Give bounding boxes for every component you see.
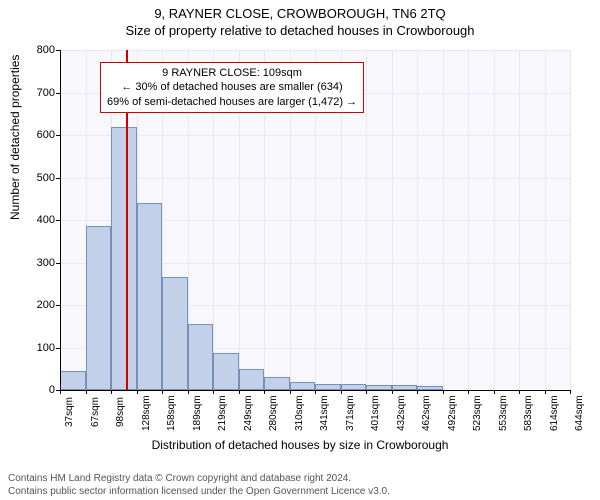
x-tick-label: 67sqm (90, 397, 101, 431)
x-tick (111, 390, 112, 394)
histogram-bar (188, 324, 214, 390)
x-tick-label: 462sqm (421, 397, 432, 431)
x-tick (341, 390, 342, 394)
y-tick (56, 305, 60, 306)
x-tick-label: 432sqm (396, 397, 407, 431)
x-tick (290, 390, 291, 394)
grid-line-v (443, 50, 444, 390)
x-tick (468, 390, 469, 394)
histogram-bar (290, 382, 316, 391)
x-tick-label: 614sqm (549, 397, 560, 431)
y-tick (56, 348, 60, 349)
x-tick (545, 390, 546, 394)
x-tick-label: 37sqm (64, 397, 75, 431)
histogram-bar (86, 226, 112, 390)
info-box-line2: ← 30% of detached houses are smaller (63… (107, 80, 357, 94)
x-tick-label: 583sqm (523, 397, 534, 431)
x-tick (137, 390, 138, 394)
histogram-bar (239, 369, 265, 390)
grid-line-v (545, 50, 546, 390)
y-tick-label: 800 (15, 44, 55, 56)
x-tick (86, 390, 87, 394)
info-box-line1: 9 RAYNER CLOSE: 109sqm (107, 66, 357, 80)
y-tick (56, 93, 60, 94)
grid-line-v (570, 50, 571, 390)
histogram-bar (213, 353, 239, 390)
x-tick-label: 189sqm (192, 397, 203, 431)
x-tick-label: 310sqm (294, 397, 305, 431)
grid-line-v (519, 50, 520, 390)
x-tick (188, 390, 189, 394)
histogram-bar (60, 371, 86, 390)
footer: Contains HM Land Registry data © Crown c… (0, 473, 600, 498)
y-tick (56, 135, 60, 136)
x-tick-label: 98sqm (115, 397, 126, 431)
x-tick-label: 219sqm (217, 397, 228, 431)
x-tick-label: 128sqm (141, 397, 152, 431)
x-tick (443, 390, 444, 394)
grid-line-v (494, 50, 495, 390)
x-tick-label: 249sqm (243, 397, 254, 431)
x-tick (213, 390, 214, 394)
histogram-bar (137, 203, 163, 390)
y-tick-label: 600 (15, 129, 55, 141)
y-tick (56, 263, 60, 264)
y-tick-label: 200 (15, 299, 55, 311)
x-tick-label: 280sqm (268, 397, 279, 431)
footer-line2: Contains public sector information licen… (8, 486, 592, 499)
x-tick (417, 390, 418, 394)
y-tick-label: 500 (15, 172, 55, 184)
grid-line-v (468, 50, 469, 390)
chart-subtitle: Size of property relative to detached ho… (0, 21, 600, 38)
x-tick (570, 390, 571, 394)
y-tick-label: 400 (15, 214, 55, 226)
y-tick-label: 100 (15, 342, 55, 354)
x-tick-label: 401sqm (370, 397, 381, 431)
info-box: 9 RAYNER CLOSE: 109sqm ← 30% of detached… (100, 62, 364, 113)
x-tick-label: 371sqm (345, 397, 356, 431)
x-tick (392, 390, 393, 394)
y-tick-label: 700 (15, 87, 55, 99)
x-tick (315, 390, 316, 394)
histogram-bar (162, 277, 188, 390)
chart-container: 9, RAYNER CLOSE, CROWBOROUGH, TN6 2TQ Si… (0, 0, 600, 500)
y-tick (56, 220, 60, 221)
x-tick (60, 390, 61, 394)
info-box-line3: 69% of semi-detached houses are larger (… (107, 95, 357, 109)
x-tick-label: 492sqm (447, 397, 458, 431)
grid-line-v (392, 50, 393, 390)
grid-line-v (417, 50, 418, 390)
x-tick-label: 158sqm (166, 397, 177, 431)
histogram-bar (264, 377, 290, 390)
y-tick-label: 300 (15, 257, 55, 269)
x-tick (162, 390, 163, 394)
x-tick (494, 390, 495, 394)
x-tick (239, 390, 240, 394)
x-tick (264, 390, 265, 394)
y-tick (56, 178, 60, 179)
y-tick-label: 0 (15, 384, 55, 396)
y-axis (60, 50, 61, 390)
histogram-bar (111, 127, 137, 391)
x-tick (366, 390, 367, 394)
x-tick (519, 390, 520, 394)
x-axis-label: Distribution of detached houses by size … (0, 438, 600, 452)
x-tick-label: 644sqm (574, 397, 585, 431)
grid-line-v (366, 50, 367, 390)
x-tick-label: 553sqm (498, 397, 509, 431)
chart-title: 9, RAYNER CLOSE, CROWBOROUGH, TN6 2TQ (0, 0, 600, 21)
y-tick (56, 50, 60, 51)
x-tick-label: 341sqm (319, 397, 330, 431)
footer-line1: Contains HM Land Registry data © Crown c… (8, 473, 592, 486)
x-tick-label: 523sqm (472, 397, 483, 431)
